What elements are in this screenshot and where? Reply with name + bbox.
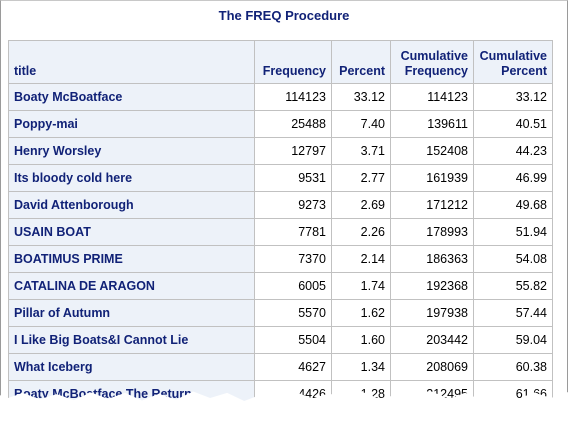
table-row: What Iceberg 4627 1.34 208069 60.38 [8, 353, 553, 381]
cell-frequency: 5504 [254, 326, 332, 354]
cell-percent: 33.12 [331, 83, 391, 111]
cell-percent: 1.28 [331, 380, 391, 402]
cell-cumulative-percent: 40.51 [473, 110, 553, 138]
column-header-cumulative-frequency-line1: Cumulative [400, 49, 468, 63]
row-title: Poppy-mai [8, 110, 255, 138]
cell-percent: 1.60 [331, 326, 391, 354]
column-header-title: title [8, 40, 255, 84]
cell-frequency: 25488 [254, 110, 332, 138]
table-row: David Attenborough 9273 2.69 171212 49.6… [8, 191, 553, 219]
cell-percent: 1.74 [331, 272, 391, 300]
cell-cumulative-percent: 46.99 [473, 164, 553, 192]
cell-frequency: 12797 [254, 137, 332, 165]
cell-frequency: 5570 [254, 299, 332, 327]
table-row: BOATIMUS PRIME 7370 2.14 186363 54.08 [8, 245, 553, 273]
column-header-percent: Percent [331, 40, 391, 84]
row-title: Henry Worsley [8, 137, 255, 165]
procedure-title: The FREQ Procedure [218, 8, 350, 23]
column-header-percent-label: Percent [339, 64, 385, 78]
table-row: Boaty McBoatface The Return 4426 1.28 21… [8, 380, 553, 402]
cell-cumulative-frequency: 197938 [390, 299, 474, 327]
row-title: USAIN BOAT [8, 218, 255, 246]
column-header-cumulative-percent: Cumulative Percent [473, 40, 553, 84]
cell-percent: 2.26 [331, 218, 391, 246]
cell-percent: 7.40 [331, 110, 391, 138]
cell-cumulative-frequency: 212495 [390, 380, 474, 402]
cell-cumulative-percent: 60.38 [473, 353, 553, 381]
cell-cumulative-percent: 61.66 [473, 380, 553, 402]
row-title: I Like Big Boats&I Cannot Lie [8, 326, 255, 354]
cell-frequency: 7781 [254, 218, 332, 246]
table-row: Pillar of Autumn 5570 1.62 197938 57.44 [8, 299, 553, 327]
table-row: Poppy-mai 25488 7.40 139611 40.51 [8, 110, 553, 138]
frequency-table: title Frequency Percent Cumulative Freque… [8, 40, 553, 402]
header-row: title Frequency Percent Cumulative Freque… [8, 40, 553, 84]
cell-frequency: 6005 [254, 272, 332, 300]
cell-percent: 1.34 [331, 353, 391, 381]
row-title: David Attenborough [8, 191, 255, 219]
cell-cumulative-percent: 51.94 [473, 218, 553, 246]
cell-cumulative-percent: 57.44 [473, 299, 553, 327]
cell-frequency: 7370 [254, 245, 332, 273]
column-header-cumulative-frequency: Cumulative Frequency [390, 40, 474, 84]
cell-frequency: 9531 [254, 164, 332, 192]
cell-cumulative-frequency: 171212 [390, 191, 474, 219]
cell-cumulative-frequency: 208069 [390, 353, 474, 381]
cell-frequency: 9273 [254, 191, 332, 219]
cell-percent: 1.62 [331, 299, 391, 327]
table-row: USAIN BOAT 7781 2.26 178993 51.94 [8, 218, 553, 246]
cell-cumulative-percent: 44.23 [473, 137, 553, 165]
column-header-frequency-label: Frequency [262, 64, 326, 78]
column-header-frequency: Frequency [254, 40, 332, 84]
cell-frequency: 4627 [254, 353, 332, 381]
table-row: Boaty McBoatface 114123 33.12 114123 33.… [8, 83, 553, 111]
cell-cumulative-percent: 59.04 [473, 326, 553, 354]
table-row: Henry Worsley 12797 3.71 152408 44.23 [8, 137, 553, 165]
table-row: I Like Big Boats&I Cannot Lie 5504 1.60 … [8, 326, 553, 354]
row-title: Boaty McBoatface The Return [8, 380, 255, 402]
cell-cumulative-frequency: 203442 [390, 326, 474, 354]
cell-percent: 2.14 [331, 245, 391, 273]
row-title: Pillar of Autumn [8, 299, 255, 327]
cell-cumulative-frequency: 139611 [390, 110, 474, 138]
cell-cumulative-percent: 33.12 [473, 83, 553, 111]
cell-cumulative-frequency: 186363 [390, 245, 474, 273]
freq-output-page: The FREQ Procedure title Frequency Perce… [0, 0, 568, 402]
cell-cumulative-frequency: 192368 [390, 272, 474, 300]
cell-percent: 3.71 [331, 137, 391, 165]
cell-cumulative-frequency: 114123 [390, 83, 474, 111]
cell-percent: 2.69 [331, 191, 391, 219]
row-title: BOATIMUS PRIME [8, 245, 255, 273]
column-header-cumulative-frequency-line2: Frequency [404, 64, 468, 78]
cell-cumulative-frequency: 178993 [390, 218, 474, 246]
row-title: Its bloody cold here [8, 164, 255, 192]
column-header-title-label: title [14, 64, 37, 78]
cell-percent: 2.77 [331, 164, 391, 192]
cell-cumulative-percent: 54.08 [473, 245, 553, 273]
cell-frequency: 4426 [254, 380, 332, 402]
cell-cumulative-percent: 49.68 [473, 191, 553, 219]
column-header-cumulative-percent-line2: Percent [501, 64, 547, 78]
table-row: CATALINA DE ARAGON 6005 1.74 192368 55.8… [8, 272, 553, 300]
cell-frequency: 114123 [254, 83, 332, 111]
cell-cumulative-frequency: 161939 [390, 164, 474, 192]
row-title: Boaty McBoatface [8, 83, 255, 111]
cell-cumulative-percent: 55.82 [473, 272, 553, 300]
cell-cumulative-frequency: 152408 [390, 137, 474, 165]
row-title: What Iceberg [8, 353, 255, 381]
row-title: CATALINA DE ARAGON [8, 272, 255, 300]
column-header-cumulative-percent-line1: Cumulative [479, 49, 547, 63]
table-row: Its bloody cold here 9531 2.77 161939 46… [8, 164, 553, 192]
